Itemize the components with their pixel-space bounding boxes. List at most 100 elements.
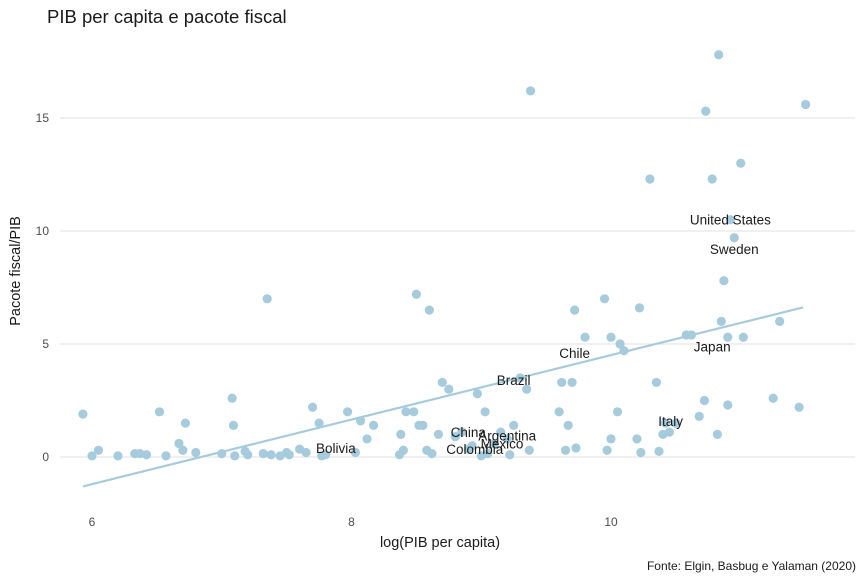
data-point: [725, 215, 735, 225]
data-point: [738, 332, 748, 342]
data-point: [570, 305, 580, 315]
data-point: [480, 407, 490, 417]
data-point: [411, 289, 421, 299]
data-point: [651, 377, 662, 388]
data-point: [606, 434, 616, 444]
y-tick-label: 5: [42, 337, 49, 351]
data-point: [427, 449, 437, 459]
source-caption: Fonte: Elgin, Basbug e Yalaman (2020): [646, 559, 856, 573]
data-point: [230, 451, 240, 461]
data-point: [401, 407, 411, 417]
data-point: [768, 393, 778, 403]
points-layer: [78, 50, 811, 461]
data-point: [350, 447, 360, 458]
country-label: Italy: [658, 414, 683, 429]
data-point: [467, 441, 477, 451]
data-point: [563, 420, 573, 430]
data-point: [645, 174, 655, 184]
data-point: [557, 377, 567, 388]
country-label: Japan: [694, 339, 731, 354]
data-point: [262, 294, 272, 304]
data-point: [398, 445, 408, 455]
data-point: [686, 330, 697, 340]
data-point: [660, 418, 671, 428]
data-point: [161, 451, 171, 461]
data-point: [615, 339, 625, 349]
y-axis-title: Pacote fiscal/PIB: [8, 216, 24, 326]
data-point: [450, 432, 460, 442]
y-tick-label: 10: [36, 224, 50, 238]
data-point: [794, 402, 804, 412]
data-point: [664, 427, 674, 437]
x-tick-label: 8: [348, 515, 355, 529]
data-point: [78, 409, 88, 419]
data-point: [320, 450, 331, 460]
data-point: [301, 447, 311, 458]
data-point: [509, 420, 519, 430]
data-point: [418, 420, 428, 430]
data-point: [634, 303, 645, 313]
data-point: [525, 86, 536, 96]
data-point: [580, 332, 590, 342]
data-point: [560, 445, 571, 455]
country-label: United States: [690, 213, 771, 228]
country-label: Chile: [559, 346, 590, 361]
data-point: [699, 395, 710, 406]
data-point: [502, 434, 512, 444]
data-point: [217, 449, 227, 459]
data-point: [723, 332, 733, 342]
data-point: [714, 50, 724, 60]
data-point: [729, 233, 739, 243]
x-tick-label: 6: [89, 515, 96, 529]
data-point: [694, 411, 704, 421]
data-point: [707, 174, 717, 184]
data-point: [362, 434, 372, 444]
data-point: [444, 384, 454, 394]
data-point: [457, 427, 467, 437]
data-point: [409, 407, 419, 417]
data-point: [524, 445, 534, 455]
data-point: [228, 420, 239, 430]
data-point: [496, 427, 506, 437]
data-point: [701, 106, 711, 116]
data-point: [178, 445, 188, 455]
data-point: [599, 294, 610, 304]
data-point: [606, 332, 616, 342]
data-point: [723, 400, 733, 410]
country-label: Brazil: [497, 373, 531, 388]
country-label: Argentina: [478, 429, 536, 444]
data-point: [113, 451, 123, 461]
data-point: [307, 402, 318, 412]
data-point: [343, 407, 353, 417]
country-label: China: [451, 425, 487, 440]
data-point: [284, 450, 294, 460]
data-point: [567, 377, 577, 388]
data-point: [712, 429, 722, 439]
data-point: [93, 445, 104, 455]
data-point: [180, 418, 191, 428]
data-point: [472, 389, 482, 399]
data-point: [396, 429, 406, 439]
data-point: [243, 450, 253, 460]
x-tick-label: 10: [604, 515, 618, 529]
data-point: [801, 99, 811, 110]
y-tick-label: 0: [42, 450, 49, 464]
data-point: [571, 443, 581, 453]
data-point: [433, 429, 444, 439]
data-point: [654, 446, 664, 456]
data-point: [602, 445, 612, 455]
data-point: [636, 447, 646, 458]
data-point: [227, 393, 237, 403]
data-point: [266, 450, 276, 460]
data-point: [619, 346, 629, 356]
country-label: Bolivia: [316, 441, 356, 456]
data-point: [191, 447, 201, 458]
data-point: [437, 377, 447, 388]
data-point: [483, 449, 493, 459]
country-label: Sweden: [710, 242, 759, 257]
data-point: [716, 316, 726, 326]
data-point: [154, 407, 165, 417]
data-point: [141, 450, 152, 460]
data-point: [258, 449, 268, 459]
